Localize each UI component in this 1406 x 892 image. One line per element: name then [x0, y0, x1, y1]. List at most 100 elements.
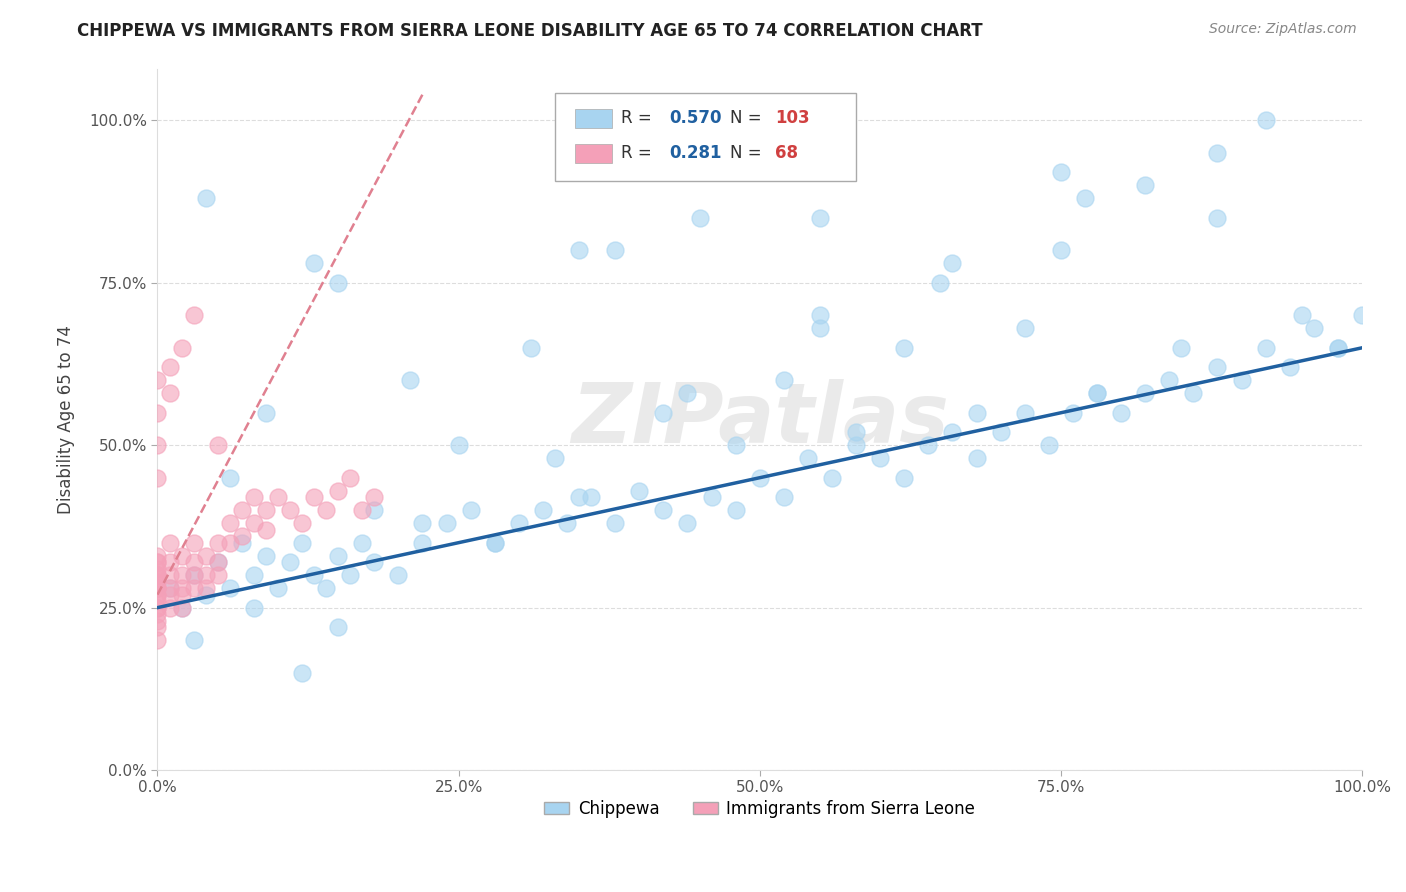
Point: [1230, 373, 1253, 387]
Point: [1302, 321, 1324, 335]
Text: Source: ZipAtlas.com: Source: ZipAtlas.com: [1209, 22, 1357, 37]
Point: [183, 568, 205, 582]
Point: [893, 471, 915, 485]
Point: [254, 523, 277, 537]
Point: [1351, 309, 1374, 323]
Point: [146, 561, 169, 575]
Point: [484, 535, 506, 549]
Point: [460, 503, 482, 517]
Point: [183, 555, 205, 569]
Point: [1085, 386, 1108, 401]
Point: [291, 535, 314, 549]
Point: [146, 568, 169, 582]
Point: [808, 321, 831, 335]
Point: [808, 309, 831, 323]
Point: [194, 568, 217, 582]
Point: [628, 483, 651, 498]
Point: [302, 490, 325, 504]
Point: [146, 581, 169, 595]
Point: [1182, 386, 1205, 401]
Point: [146, 607, 169, 621]
Point: [869, 451, 891, 466]
Point: [605, 244, 627, 258]
Point: [700, 490, 723, 504]
FancyBboxPatch shape: [575, 144, 612, 163]
Point: [291, 665, 314, 680]
Point: [484, 535, 506, 549]
Point: [291, 516, 314, 531]
Point: [363, 490, 385, 504]
Point: [797, 451, 820, 466]
Point: [363, 555, 385, 569]
Point: [1170, 341, 1192, 355]
Point: [194, 549, 217, 563]
Point: [243, 600, 266, 615]
Point: [724, 438, 747, 452]
Point: [183, 309, 205, 323]
Point: [146, 588, 169, 602]
Point: [146, 438, 169, 452]
Text: 0.570: 0.570: [669, 110, 721, 128]
Point: [159, 600, 181, 615]
Point: [254, 549, 277, 563]
Point: [689, 211, 711, 225]
Point: [146, 549, 169, 563]
Point: [990, 425, 1012, 440]
Point: [194, 588, 217, 602]
Point: [339, 568, 361, 582]
Point: [146, 588, 169, 602]
Point: [183, 581, 205, 595]
Point: [328, 620, 350, 634]
Point: [1085, 386, 1108, 401]
Point: [1206, 360, 1229, 375]
Point: [941, 425, 963, 440]
Point: [218, 516, 240, 531]
Point: [218, 471, 240, 485]
Point: [363, 503, 385, 517]
Point: [1014, 406, 1036, 420]
Point: [146, 614, 169, 628]
Text: 103: 103: [775, 110, 810, 128]
Point: [254, 503, 277, 517]
Point: [146, 581, 169, 595]
Point: [352, 535, 374, 549]
Point: [278, 555, 301, 569]
Text: ZIPatlas: ZIPatlas: [571, 379, 949, 459]
Point: [676, 386, 699, 401]
Point: [966, 406, 988, 420]
Point: [1135, 386, 1157, 401]
Point: [808, 211, 831, 225]
Point: [146, 600, 169, 615]
Point: [821, 471, 844, 485]
Point: [183, 535, 205, 549]
FancyBboxPatch shape: [575, 109, 612, 128]
Point: [447, 438, 470, 452]
Text: N =: N =: [730, 145, 766, 162]
Point: [411, 516, 433, 531]
Point: [1014, 321, 1036, 335]
Point: [1278, 360, 1301, 375]
Point: [941, 256, 963, 270]
Point: [652, 503, 675, 517]
Point: [194, 191, 217, 205]
Point: [568, 490, 591, 504]
Point: [1159, 373, 1181, 387]
Point: [159, 555, 181, 569]
Point: [146, 471, 169, 485]
Point: [1206, 211, 1229, 225]
Point: [159, 588, 181, 602]
Point: [568, 244, 591, 258]
Point: [194, 581, 217, 595]
Point: [207, 555, 229, 569]
Point: [966, 451, 988, 466]
Point: [159, 581, 181, 595]
Point: [1050, 244, 1073, 258]
FancyBboxPatch shape: [555, 93, 856, 181]
Point: [170, 568, 193, 582]
Point: [544, 451, 567, 466]
Y-axis label: Disability Age 65 to 74: Disability Age 65 to 74: [58, 325, 75, 514]
Point: [243, 568, 266, 582]
Point: [352, 503, 374, 517]
Text: R =: R =: [621, 145, 657, 162]
Point: [146, 620, 169, 634]
